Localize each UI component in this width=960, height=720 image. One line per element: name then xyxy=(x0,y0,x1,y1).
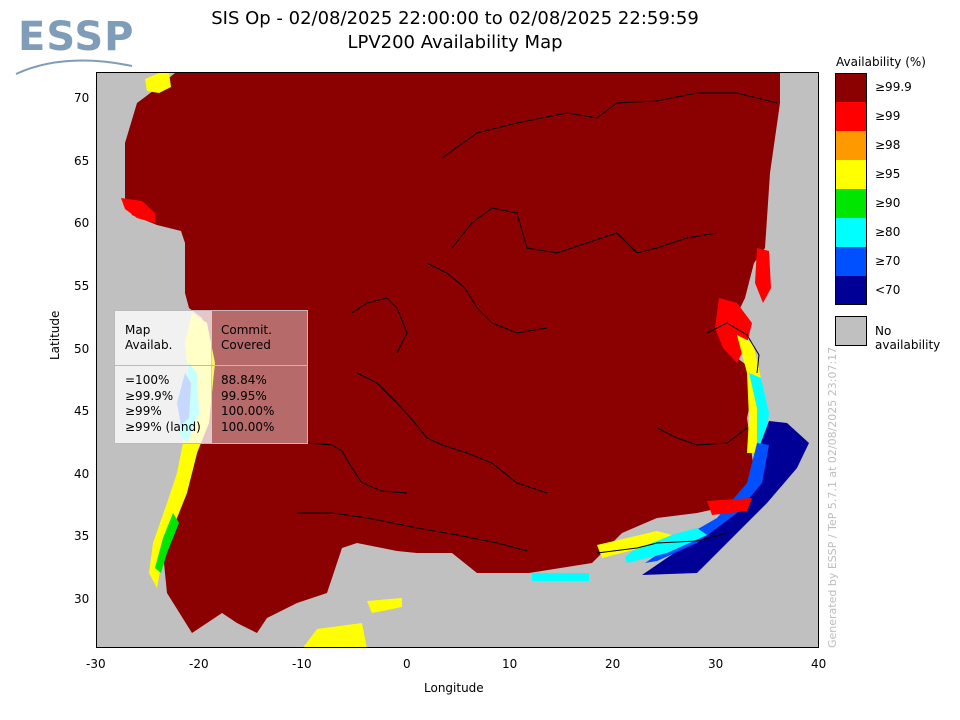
x-axis-title: Longitude xyxy=(424,681,484,695)
stats-header-left: Map Availab. xyxy=(125,323,173,352)
legend-label: ≥95 xyxy=(875,167,901,181)
availability-patch-north xyxy=(145,73,171,93)
stats-left-value: =100% xyxy=(125,373,170,387)
y-tick: 35 xyxy=(74,529,90,543)
stats-col-committed-covered xyxy=(211,311,307,443)
availability-band-south-libya xyxy=(532,573,589,581)
availability-band-east-cyan xyxy=(749,373,769,443)
stats-col-map-availability xyxy=(115,311,212,443)
y-tick: 45 xyxy=(74,404,90,418)
coastlines xyxy=(297,92,778,554)
stats-left-value: ≥99.9% xyxy=(125,388,174,403)
availability-area-high xyxy=(125,73,780,633)
availability-patch-north-red xyxy=(121,198,155,223)
y-tick: 65 xyxy=(74,154,90,168)
essp-logo-text: ESSP xyxy=(18,14,135,60)
y-tick: 60 xyxy=(74,216,90,230)
legend-swatch xyxy=(835,73,867,102)
stats-table: Map Availab. Commit. Covered =100% ≥99.9… xyxy=(114,310,308,444)
stats-right-value: 99.95% xyxy=(221,388,267,403)
legend-label: ≥90 xyxy=(875,196,901,210)
availability-map xyxy=(96,72,819,648)
legend-label: ≥70 xyxy=(875,254,901,268)
legend-label: ≥98 xyxy=(875,138,901,152)
legend-swatch xyxy=(835,276,867,305)
availability-band-south-morocco xyxy=(367,598,402,613)
availability-band-east-yellow xyxy=(737,335,762,453)
y-tick: 40 xyxy=(74,467,90,481)
x-tick: -30 xyxy=(86,657,106,671)
availability-band-east-red2 xyxy=(755,248,771,303)
legend-label-no-availability: No availability xyxy=(875,324,941,352)
stats-left-values: =100% ≥99.9% ≥99% ≥99% (land) xyxy=(125,373,201,435)
stats-divider xyxy=(115,365,307,366)
legend-swatch-no-availability xyxy=(835,316,867,346)
legend-swatch xyxy=(835,131,867,160)
map-subtitle: LPV200 Availability Map xyxy=(347,32,563,53)
availability-band-west-green xyxy=(155,513,179,573)
y-axis-title: Latitude xyxy=(48,310,62,360)
stats-right-value: 100.00% xyxy=(221,404,275,418)
generated-by-label: Generated by ESSP / TeP 5.7.1 at 02/08/2… xyxy=(826,346,839,648)
logo-swoosh-icon xyxy=(15,59,133,75)
legend-swatch xyxy=(835,247,867,276)
essp-logo: ESSP xyxy=(14,14,134,84)
availability-band-south-yellow xyxy=(597,531,672,558)
y-tick: 50 xyxy=(74,342,90,356)
x-tick: 20 xyxy=(605,657,621,671)
x-tick: 30 xyxy=(708,657,724,671)
legend-swatch xyxy=(835,189,867,218)
stats-right-value: 100.00% xyxy=(221,419,275,434)
legend-swatch xyxy=(835,218,867,247)
x-tick: 40 xyxy=(811,657,827,671)
legend-swatch xyxy=(835,102,867,131)
availability-band-south-cyan xyxy=(625,528,707,563)
y-tick: 30 xyxy=(74,592,90,606)
legend-title: Availability (%) xyxy=(836,55,926,69)
legend-label: ≥99 xyxy=(875,109,901,123)
legend-label: <70 xyxy=(875,283,901,297)
x-tick: -20 xyxy=(189,657,209,671)
y-tick: 70 xyxy=(74,91,90,105)
y-tick: 55 xyxy=(74,279,90,293)
legend-swatch xyxy=(835,160,867,189)
legend-label: ≥80 xyxy=(875,225,901,239)
map-title: SIS Op - 02/08/2025 22:00:00 to 02/08/20… xyxy=(211,8,699,29)
x-tick: 0 xyxy=(403,657,411,671)
stats-left-value: ≥99% xyxy=(125,404,162,418)
x-tick: -10 xyxy=(292,657,312,671)
availability-band-south-red xyxy=(707,498,752,515)
stats-header-right: Commit. Covered xyxy=(221,323,272,352)
availability-region-low xyxy=(642,421,809,575)
legend-label: ≥99.9 xyxy=(875,80,912,94)
availability-band-south-africa xyxy=(303,623,367,647)
stats-right-value: 88.84% xyxy=(221,373,267,387)
stats-left-value: ≥99% (land) xyxy=(125,419,201,434)
stats-right-values: 88.84% 99.95% 100.00% 100.00% xyxy=(221,373,274,435)
x-tick: 10 xyxy=(502,657,518,671)
